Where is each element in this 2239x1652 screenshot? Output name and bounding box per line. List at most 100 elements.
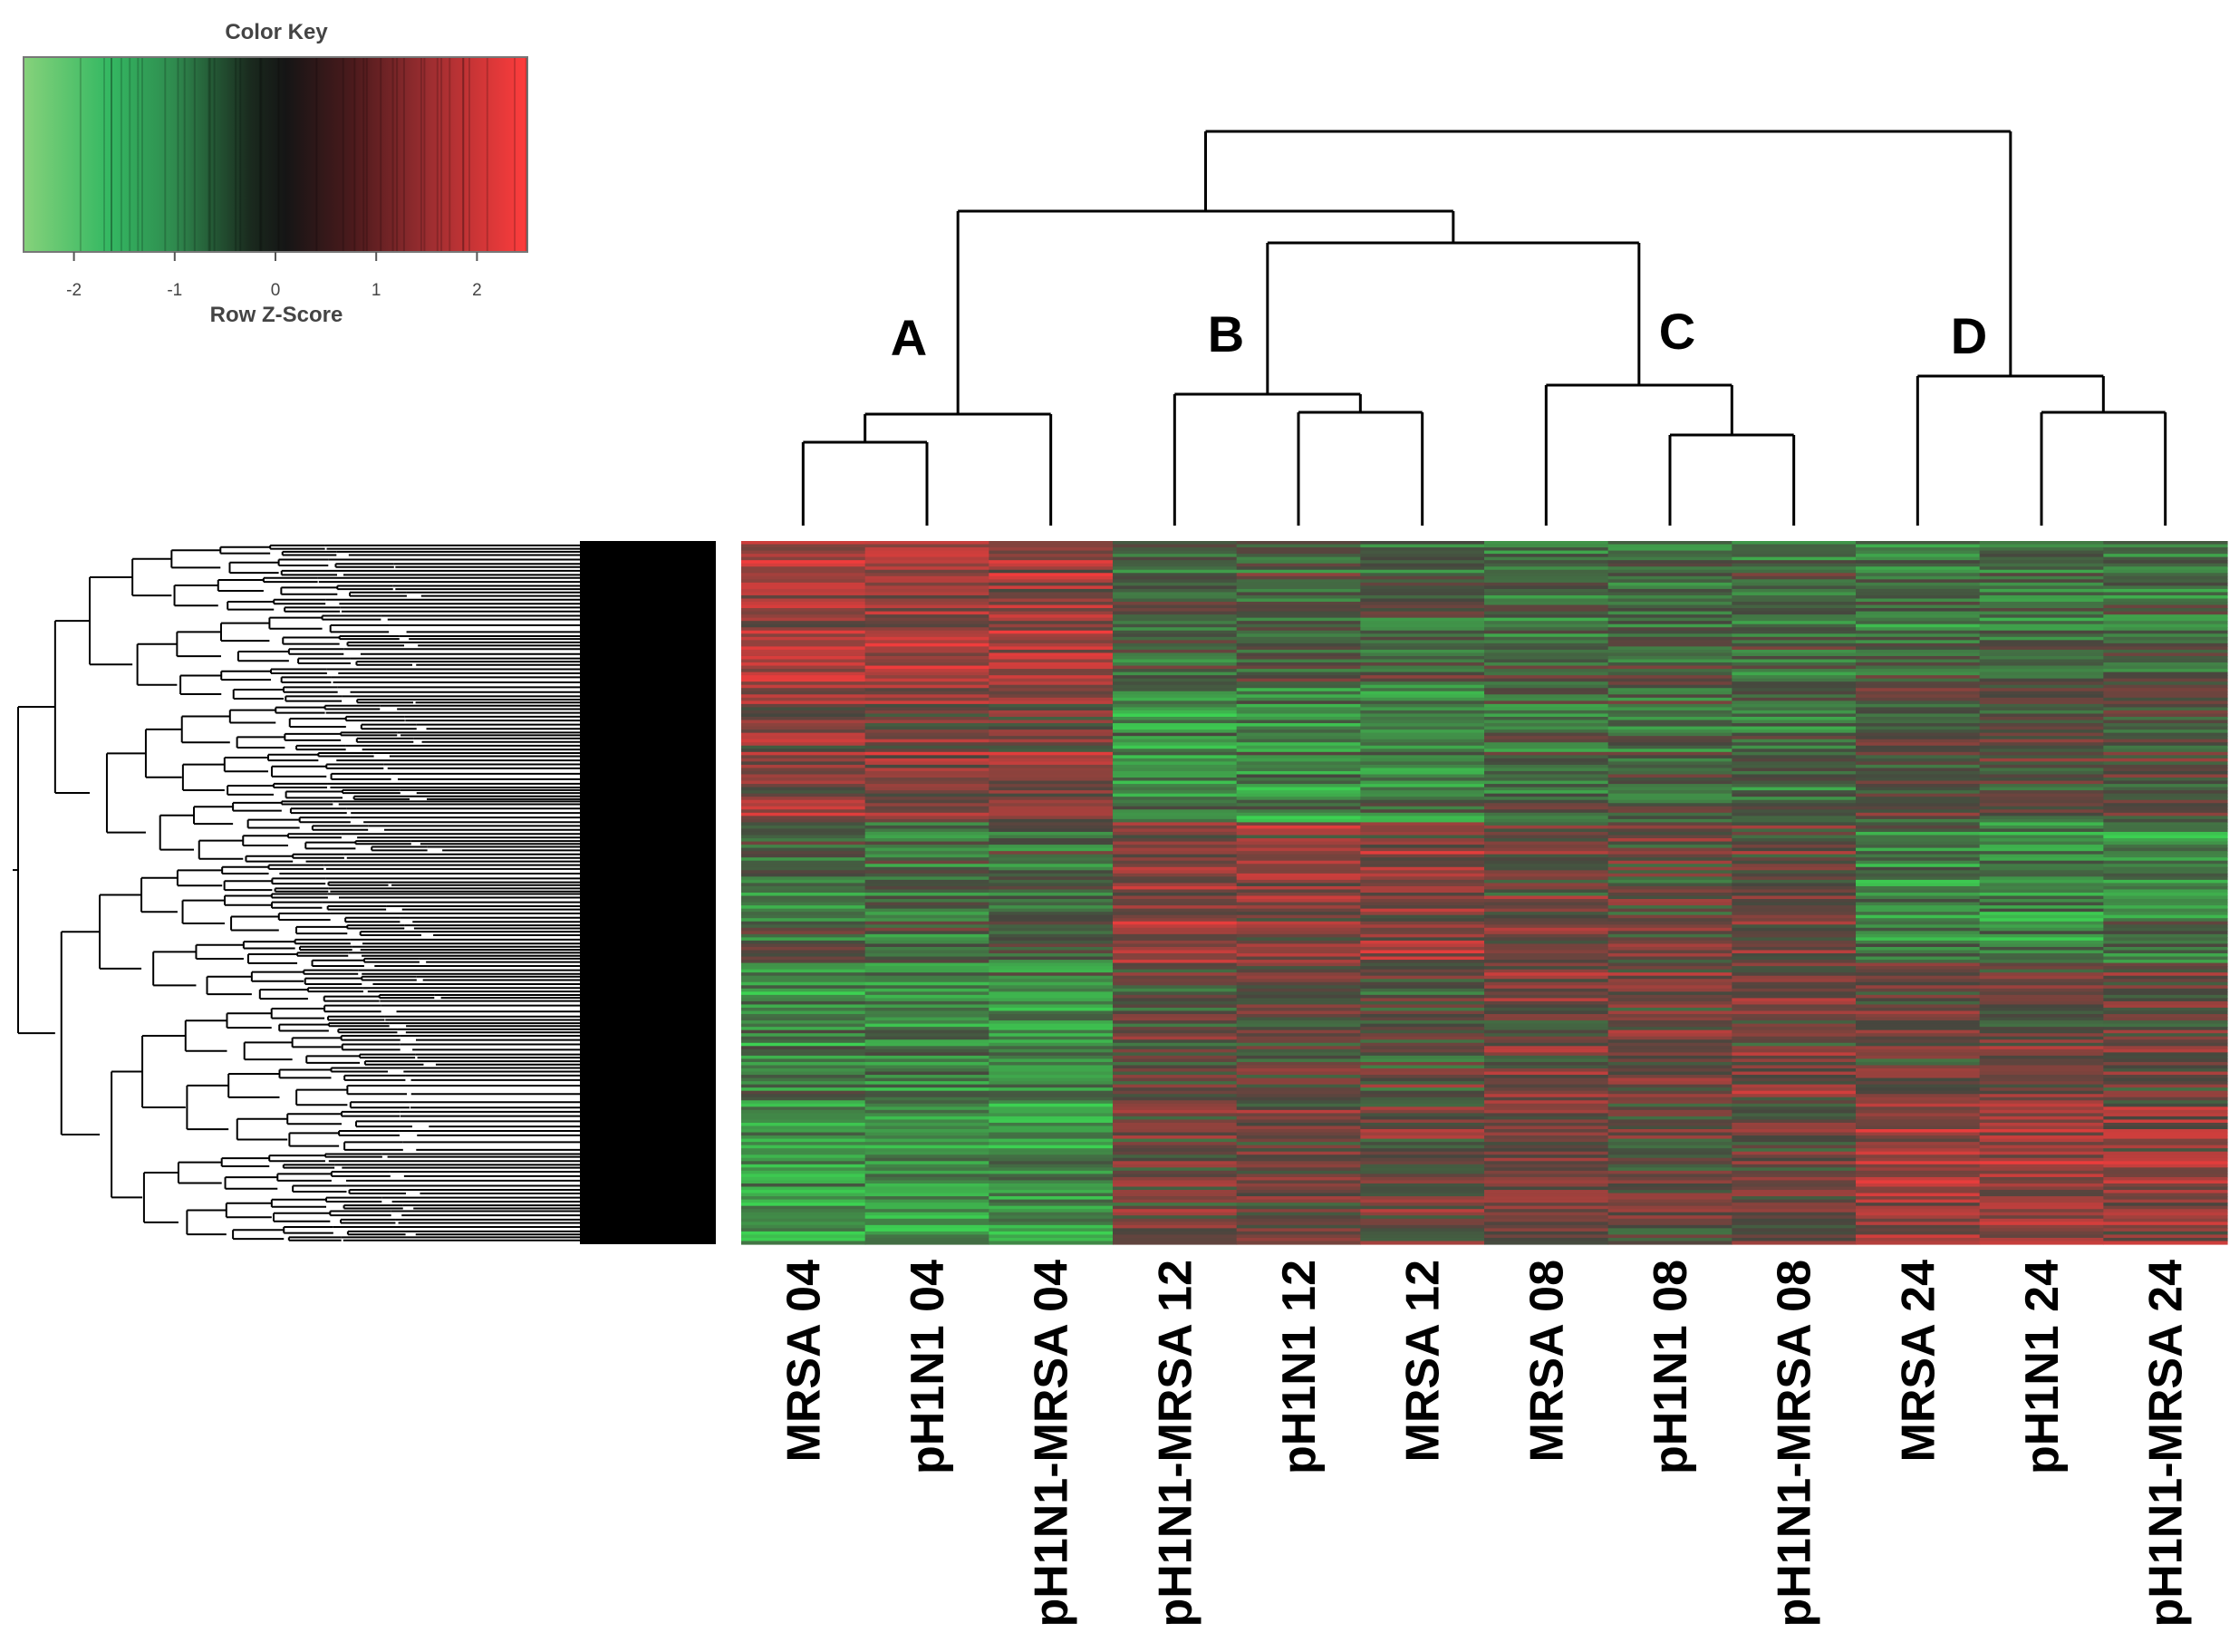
heatmap-cell	[1484, 1075, 1609, 1079]
heatmap-cell	[741, 1048, 866, 1053]
heatmap-cell	[2103, 1046, 2228, 1050]
heatmap-cell	[1856, 1000, 1981, 1006]
heatmap-cell	[2103, 845, 2228, 849]
heatmap-cell	[1607, 585, 1732, 590]
heatmap-cell	[1979, 1129, 2104, 1134]
heatmap-cell	[864, 684, 989, 689]
heatmap-cell	[1360, 1042, 1485, 1047]
heatmap-cell	[1732, 617, 1857, 622]
heatmap-cell	[2103, 575, 2228, 580]
heatmap-cell	[1732, 835, 1857, 839]
heatmap-cell	[1236, 662, 1361, 667]
heatmap-cell	[1607, 745, 1732, 749]
heatmap-cell	[1732, 822, 1857, 826]
heatmap-cell	[1360, 1174, 1485, 1178]
heatmap-cell	[741, 1129, 866, 1134]
heatmap-cell	[2103, 700, 2228, 705]
heatmap-cell	[741, 598, 866, 603]
heatmap-cell	[1236, 998, 1361, 1002]
heatmap-cell	[741, 1212, 866, 1216]
heatmap-cell	[989, 544, 1114, 548]
heatmap-cell	[1360, 678, 1485, 682]
heatmap-cell	[864, 717, 989, 721]
heatmap-cell	[1856, 547, 1981, 552]
heatmap-cell	[989, 1199, 1114, 1203]
heatmap-cell	[1607, 726, 1732, 730]
heatmap-cell	[1732, 1212, 1857, 1216]
heatmap-cell	[864, 931, 989, 935]
heatmap-cell	[1360, 1205, 1485, 1210]
heatmap-cell	[1113, 566, 1238, 571]
heatmap-cell	[741, 784, 866, 788]
heatmap-cell	[1979, 662, 2104, 667]
heatmap-cell	[1607, 1142, 1732, 1146]
heatmap-cell	[1360, 854, 1485, 858]
heatmap-cell	[1732, 1161, 1857, 1165]
heatmap-cell	[989, 972, 1114, 977]
heatmap-cell	[989, 835, 1114, 839]
heatmap-cell	[864, 588, 989, 594]
heatmap-cell	[1360, 662, 1485, 667]
heatmap-cell	[2103, 969, 2228, 973]
heatmap-cell	[1732, 579, 1857, 584]
heatmap-cell	[1607, 902, 1732, 906]
heatmap-cell	[1607, 611, 1732, 615]
heatmap-cell	[1360, 774, 1485, 778]
heatmap-cell	[989, 1193, 1114, 1197]
heatmap-cell	[989, 1190, 1114, 1194]
color-key-stripe	[423, 58, 426, 251]
heatmap-cell	[2103, 717, 2228, 721]
heatmap-cell	[1113, 575, 1238, 580]
heatmap-cell	[1236, 818, 1361, 823]
heatmap-cell	[989, 1222, 1114, 1226]
heatmap-cell	[1484, 636, 1609, 641]
heatmap-cell	[1732, 675, 1857, 680]
heatmap-cell	[1360, 953, 1485, 958]
heatmap-cell	[1607, 1033, 1732, 1038]
heatmap-cell	[1607, 1017, 1732, 1021]
heatmap-cell	[741, 751, 866, 756]
heatmap-cell	[1856, 598, 1981, 603]
heatmap-cell	[1360, 1203, 1485, 1207]
heatmap-cell	[1236, 883, 1361, 887]
heatmap-cell	[741, 604, 866, 609]
heatmap-cell	[741, 707, 866, 711]
heatmap-cell	[989, 1055, 1114, 1060]
heatmap-cell	[1360, 710, 1485, 715]
heatmap-cell	[864, 623, 989, 628]
heatmap-cell	[741, 927, 866, 932]
heatmap-cell	[2103, 1068, 2228, 1073]
heatmap-cell	[1113, 736, 1238, 740]
heatmap-cell	[1113, 684, 1238, 689]
heatmap-cell	[1856, 1193, 1981, 1197]
heatmap-cell	[2103, 1113, 2228, 1117]
heatmap-cell	[1607, 598, 1732, 603]
heatmap-cell	[864, 1148, 989, 1153]
heatmap-cell	[1484, 560, 1609, 565]
heatmap-cell	[1360, 1161, 1485, 1165]
heatmap-cell	[1979, 966, 2104, 971]
heatmap-cell	[1236, 1048, 1361, 1053]
heatmap-cell	[864, 1113, 989, 1117]
heatmap-cell	[1979, 681, 2104, 686]
heatmap-cell	[2103, 799, 2228, 804]
heatmap-cell	[1360, 845, 1485, 849]
heatmap-cell	[1732, 851, 1857, 855]
heatmap-cell	[2103, 933, 2228, 938]
heatmap-cell	[1236, 736, 1361, 740]
heatmap-cell	[2103, 1077, 2228, 1082]
heatmap-cell	[2103, 816, 2228, 820]
heatmap-cell	[1484, 806, 1609, 810]
heatmap-cell	[1732, 1027, 1857, 1031]
heatmap-cell	[1360, 1077, 1485, 1082]
heatmap-cell	[1484, 962, 1609, 967]
heatmap-cell	[1236, 717, 1361, 721]
heatmap-cell	[864, 1075, 989, 1079]
heatmap-cell	[1856, 1077, 1981, 1082]
heatmap-cell	[1484, 585, 1609, 590]
heatmap-cell	[1607, 953, 1732, 958]
heatmap-cell	[1607, 732, 1732, 737]
heatmap-cell	[741, 688, 866, 692]
heatmap-cell	[1607, 1084, 1732, 1088]
heatmap-cell	[1360, 755, 1485, 759]
